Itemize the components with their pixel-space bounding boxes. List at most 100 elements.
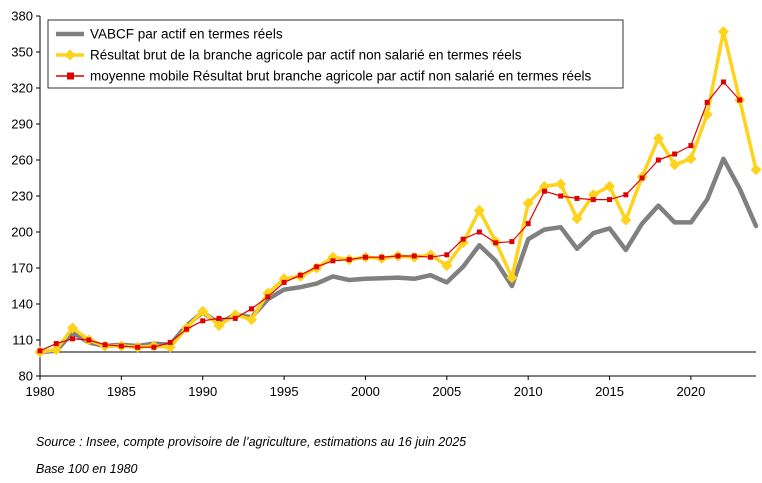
data-point [362, 254, 368, 260]
data-point [102, 342, 108, 348]
data-point [197, 305, 209, 317]
legend-label: Résultat brut de la branche agricole par… [90, 48, 522, 63]
data-point [541, 188, 547, 194]
y-tick-label: 200 [11, 225, 33, 240]
y-tick-label: 170 [11, 261, 33, 276]
x-tick-label: 1990 [188, 384, 217, 399]
series-layer [34, 26, 762, 358]
data-point [590, 197, 596, 203]
legend-item: VABCF par actif en termes réels [56, 27, 283, 42]
data-point [70, 336, 76, 342]
data-point [281, 279, 287, 285]
data-point [538, 180, 550, 192]
data-point [151, 344, 157, 350]
data-point [607, 197, 613, 203]
legend-swatch-marker [64, 49, 76, 61]
series-vabcf-line [37, 156, 759, 355]
data-point [346, 257, 352, 263]
data-point [246, 314, 258, 326]
data-point [118, 343, 124, 349]
data-point [265, 294, 271, 300]
data-point [571, 213, 583, 225]
x-tick-label: 2005 [432, 384, 461, 399]
data-point [232, 315, 238, 321]
data-point [688, 143, 694, 149]
series-vabcf [37, 156, 759, 355]
data-point [50, 344, 62, 356]
x-tick-label: 2000 [351, 384, 380, 399]
data-point [555, 178, 567, 190]
data-point [574, 195, 580, 201]
data-point [229, 309, 241, 321]
data-point [379, 254, 385, 260]
data-point [262, 287, 274, 299]
y-tick-label: 380 [11, 9, 33, 24]
y-tick-label: 140 [11, 297, 33, 312]
data-point [330, 258, 336, 264]
legend-item: Résultat brut de la branche agricole par… [56, 48, 522, 63]
data-point [701, 108, 713, 120]
data-point [737, 97, 743, 103]
x-tick-label: 2010 [514, 384, 543, 399]
data-point [297, 272, 303, 278]
data-point [457, 237, 469, 249]
legend-box [47, 19, 624, 89]
data-point [672, 151, 678, 157]
data-point [717, 26, 729, 38]
data-point [558, 193, 564, 199]
data-point [444, 252, 450, 258]
x-tick-label: 2020 [676, 384, 705, 399]
data-point [750, 164, 762, 176]
y-tick-label: 230 [11, 189, 33, 204]
data-point [213, 320, 225, 332]
data-point [53, 341, 59, 347]
data-point [685, 153, 697, 165]
data-point [704, 99, 710, 105]
data-point [249, 306, 255, 312]
y-tick-label: 320 [11, 81, 33, 96]
series-moyenne-mobile [37, 79, 743, 354]
data-point [669, 159, 681, 171]
data-point [522, 197, 534, 209]
data-point [37, 348, 43, 354]
base-note: Base 100 en 1980 [36, 462, 138, 476]
y-tick-label: 260 [11, 153, 33, 168]
data-point [620, 214, 632, 226]
series-moyenne-mobile-line [39, 81, 741, 352]
data-point [587, 189, 599, 201]
legend-swatch-marker [67, 72, 74, 80]
x-tick-label: 1985 [107, 384, 136, 399]
data-point [395, 253, 401, 259]
data-point [460, 236, 466, 242]
source-note: Source : Insee, compte provisoire de l’a… [36, 435, 467, 449]
y-tick-label: 350 [11, 45, 33, 60]
data-point [411, 253, 417, 259]
data-point [428, 254, 434, 260]
legend-label: VABCF par actif en termes réels [90, 27, 283, 42]
y-tick-label: 290 [11, 117, 33, 132]
data-point [720, 79, 726, 85]
data-point [473, 204, 485, 216]
y-tick-label: 80 [19, 369, 33, 384]
axes: 80 110 140 170 200 230 260 290 320 350 380 1980 1985… [11, 9, 756, 399]
y-tick-label: 110 [12, 333, 33, 348]
data-point [639, 175, 645, 181]
data-point [167, 339, 173, 345]
data-point [623, 192, 629, 198]
x-tick-label: 1980 [26, 384, 55, 399]
data-point [314, 264, 320, 270]
data-point [135, 344, 141, 350]
data-point [655, 157, 661, 163]
data-point [327, 251, 339, 263]
data-point [200, 318, 206, 324]
chart-canvas: 80 110 140 170 200 230 260 290 320 350 380 1980 1985… [11, 9, 762, 399]
data-point [652, 132, 664, 144]
data-point [604, 180, 616, 192]
legend: VABCF par actif en termes réels Résultat … [47, 19, 624, 89]
legend-item: moyenne mobile Résultat brut branche agr… [56, 69, 592, 84]
data-point [476, 229, 482, 235]
data-point [493, 240, 499, 246]
data-point [164, 341, 176, 353]
data-point [506, 272, 518, 284]
data-point [67, 322, 79, 334]
